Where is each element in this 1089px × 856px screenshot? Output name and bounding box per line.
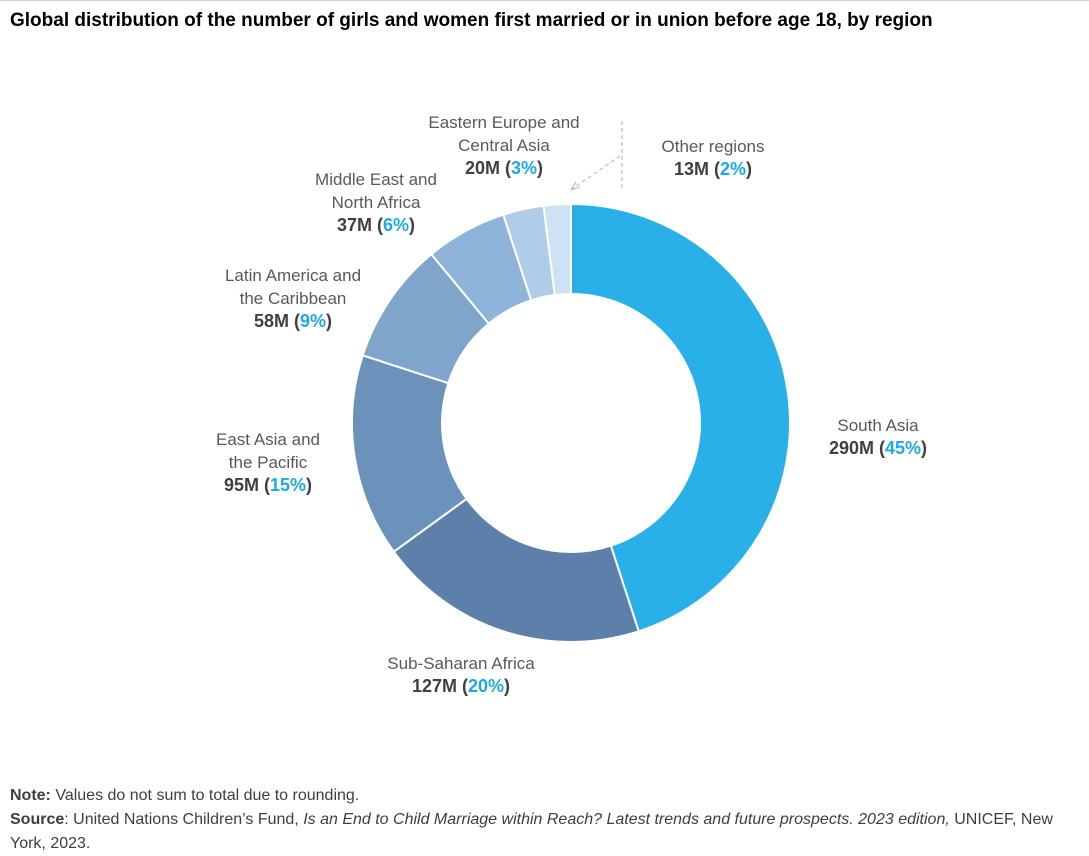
label-latin-america-caribbean: Latin America and the Caribbean 58M (9%) xyxy=(183,264,403,333)
region-value: 95M (15%) xyxy=(223,475,313,495)
label-east-asia-pacific: East Asia and the Pacific 95M (15%) xyxy=(158,428,378,497)
region-value: 290M (45%) xyxy=(828,438,928,458)
chart-title: Global distribution of the number of gir… xyxy=(10,10,933,31)
donut-slices xyxy=(351,202,791,643)
label-south-asia: South Asia 290M (45%) xyxy=(768,414,988,460)
leader-arrow-other-regions xyxy=(570,121,623,191)
region-name: Middle East and North Africa xyxy=(315,170,437,212)
label-eastern-europe-central-asia: Eastern Europe and Central Asia 20M (3%) xyxy=(394,111,614,180)
source-label: Source xyxy=(10,811,65,828)
source-line: Source: United Nations Children’s Fund, … xyxy=(10,811,1053,852)
region-name: Sub-Saharan Africa xyxy=(387,654,535,673)
note-line: Note: Values do not sum to total due to … xyxy=(10,787,360,804)
label-other-regions: Other regions 13M (2%) xyxy=(603,135,823,181)
region-value: 20M (3%) xyxy=(464,158,544,178)
region-name: East Asia and the Pacific xyxy=(216,430,320,472)
region-value: 58M (9%) xyxy=(253,311,333,331)
region-value: 13M (2%) xyxy=(673,159,753,179)
region-value: 37M (6%) xyxy=(336,215,416,235)
donut-slice-sub-saharan-africa xyxy=(392,497,640,643)
region-name: Other regions xyxy=(661,137,765,156)
donut-slice-other-regions xyxy=(542,202,572,297)
note-label: Note: xyxy=(10,787,51,804)
label-middle-east-north-africa: Middle East and North Africa 37M (6%) xyxy=(266,168,486,237)
region-value: 127M (20%) xyxy=(411,676,511,696)
footnote: Note: Values do not sum to total due to … xyxy=(10,784,1082,856)
region-name: Eastern Europe and Central Asia xyxy=(428,113,580,155)
region-name: South Asia xyxy=(837,416,919,435)
label-sub-saharan-africa: Sub-Saharan Africa 127M (20%) xyxy=(351,652,571,698)
region-name: Latin America and the Caribbean xyxy=(224,266,362,308)
donut-slice-south-asia xyxy=(570,202,791,633)
